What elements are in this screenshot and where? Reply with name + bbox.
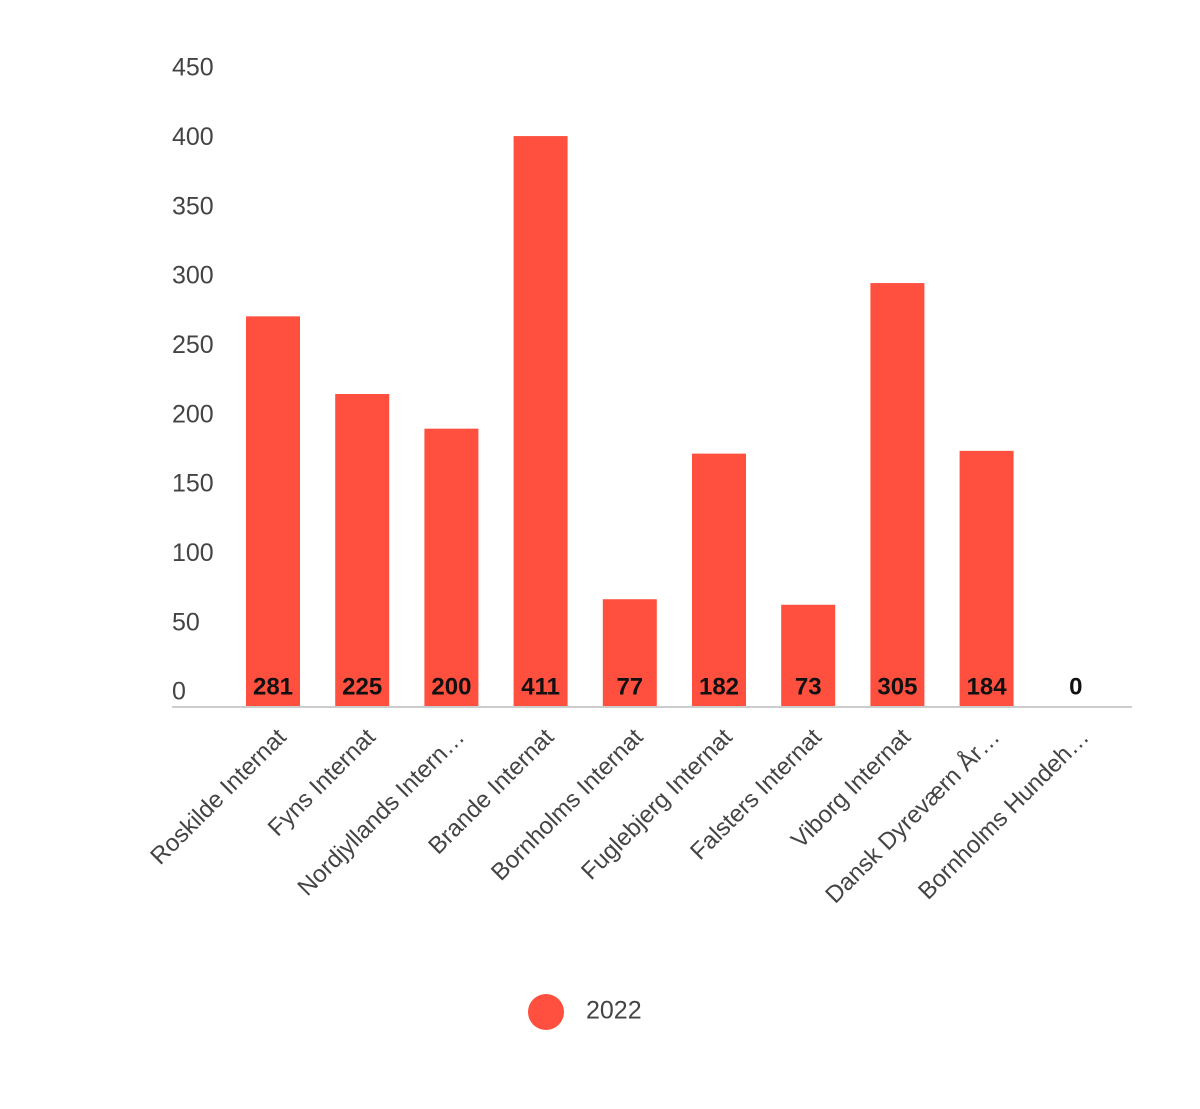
x-tick-label: Dansk Dyreværn År… (820, 723, 1006, 909)
data-label: 281 (253, 673, 293, 700)
y-tick-label: 0 (172, 678, 186, 706)
legend: 2022 (528, 994, 642, 1030)
data-label: 182 (699, 673, 739, 700)
bar (602, 599, 657, 706)
bar (870, 283, 925, 706)
y-tick-label: 350 (172, 192, 214, 220)
y-tick-label: 300 (172, 262, 214, 290)
data-label: 305 (877, 673, 917, 700)
bar (424, 428, 479, 706)
bar (246, 316, 300, 706)
data-label: 225 (342, 673, 382, 700)
data-label: 184 (967, 673, 1008, 700)
y-tick-label: 100 (172, 539, 214, 567)
y-tick-label: 50 (172, 608, 200, 636)
x-tick-label: Bornholms Internat (486, 723, 649, 886)
data-label: 0 (1069, 673, 1082, 700)
y-tick-label: 450 (172, 54, 214, 82)
y-axis-tick-labels: 0 50 100 150 200 250 300 350 400 450 (172, 54, 214, 706)
y-tick-label: 150 (172, 470, 214, 498)
x-tick-label: Bornholms Hundeh… (913, 724, 1094, 905)
bar (335, 394, 390, 706)
bar (781, 604, 836, 706)
y-tick-label: 200 (172, 400, 214, 428)
bar (959, 450, 1014, 706)
legend-marker-2022 (528, 994, 564, 1030)
data-labels-group: 281 225 200 411 77 182 73 305 184 0 (253, 673, 1083, 700)
x-tick-label: Fuglebjerg Internat (576, 723, 738, 885)
legend-label-2022: 2022 (586, 997, 642, 1025)
x-tick-label: Roskilde Internat (145, 723, 292, 870)
data-label: 73 (795, 673, 822, 700)
bars-group (246, 136, 1014, 706)
bar (692, 453, 746, 706)
data-label: 200 (431, 673, 471, 700)
x-tick-label: Nordjyllands Intern… (293, 724, 471, 902)
y-tick-label: 250 (172, 331, 214, 359)
bar (513, 136, 568, 706)
y-tick-label: 400 (172, 123, 214, 151)
data-label: 411 (521, 673, 560, 700)
data-label: 77 (616, 673, 643, 700)
